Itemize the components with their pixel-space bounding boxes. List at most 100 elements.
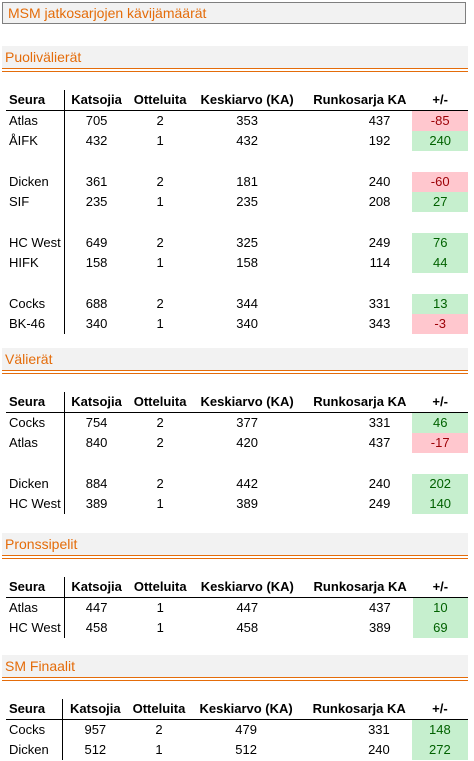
spacer-cell [192,273,303,294]
cell-viewers: 447 [63,597,129,618]
cell-viewers: 957 [62,719,128,740]
column-header: Runkosarja KA [302,90,413,111]
column-header: Katsojia [63,577,129,598]
cell-team: Cocks [9,415,46,430]
spacer-cell [192,151,303,172]
cell-games: 1 [155,742,163,757]
cell-team: HC West [9,235,61,250]
column-header: Otteluita [128,577,192,598]
cell-team: ÅIFK [9,133,38,148]
cell-avg: 377 [236,415,258,430]
cell-reg: 240 [368,174,391,189]
cell-diff: 76 [412,233,468,253]
section-underline [2,71,468,72]
cell-team: HC West [9,496,61,511]
cell-viewers: 840 [63,433,129,453]
section-table: Seura Katsojia Otteluita Keskiarvo (KA) Runk… [6,699,468,760]
cell-games: 1 [156,620,164,635]
table-row: Dicken 361 2 181 240 -60 [6,172,468,192]
cell-games: 1 [156,496,164,511]
table-row: Cocks 754 2 377 331 46 [6,412,468,433]
cell-diff: -85 [412,110,468,131]
column-header: Seura [6,90,65,111]
cell-diff: -60 [412,172,468,192]
cell-team: SIF [9,194,30,209]
spacer-cell [302,453,412,474]
table-row: Atlas 705 2 353 437 -85 [6,110,468,131]
cell-avg: 158 [236,255,258,270]
cell-viewers: 649 [63,233,129,253]
column-header: Keskiarvo (KA) [191,577,303,598]
cell-diff: 148 [411,719,468,740]
cell-reg: 249 [368,235,391,250]
column-header: Keskiarvo (KA) [191,90,303,111]
section-0: Puolivälierät Seura Katsojia Otteluita Keski… [2,46,468,334]
section-underline [2,370,468,371]
table-row: ÅIFK 432 1 432 192 240 [6,131,468,151]
cell-avg: 353 [236,113,258,128]
spacer-cell [412,212,468,233]
section-table: Seura Katsojia Otteluita Keskiarvo (KA) Runk… [6,90,468,334]
cell-avg: 432 [236,133,258,148]
spacer-cell [6,151,64,172]
cell-team: Dicken [9,476,49,491]
section-underline [2,680,468,681]
header-row: Seura Katsojia Otteluita Keskiarvo (KA) Runk… [6,577,468,598]
cell-team: Atlas [9,435,38,450]
cell-team: BK-46 [9,316,46,331]
table-row: Atlas 840 2 420 437 -17 [6,433,468,453]
spacer-cell [6,212,64,233]
cell-diff: 240 [412,131,468,151]
column-header: Seura [6,699,63,720]
cell-avg: 235 [236,194,258,209]
cell-games: 1 [156,255,164,270]
cell-viewers: 884 [63,474,129,494]
sheet-title-box: MSM jatkosarjojen kävijämäärät [2,2,466,24]
spacer-cell [128,453,191,474]
spacer-row [6,212,468,233]
spacer-cell [412,151,468,172]
cell-games: 1 [156,600,164,615]
cell-avg: 458 [236,620,259,635]
spacer-cell [63,453,129,474]
cell-reg: 249 [368,496,391,511]
cell-team: Cocks [9,296,46,311]
column-header: Otteluita [128,392,192,413]
cell-viewers: 458 [63,618,129,638]
cell-diff: 44 [412,253,468,273]
column-header: Seura [6,392,65,413]
spacer-cell [63,273,129,294]
cell-team: Dicken [9,174,49,189]
section-header: Välierät [2,348,468,370]
section-underline [2,555,468,556]
table-row: HC West 649 2 325 249 76 [6,233,468,253]
cell-reg: 240 [368,476,391,491]
column-header: +/- [411,699,468,720]
section-title: Välierät [5,351,53,367]
table-row: Dicken 884 2 442 240 202 [6,474,468,494]
cell-viewers: 688 [63,294,129,314]
cell-viewers: 432 [63,131,129,151]
cell-viewers: 361 [63,172,129,192]
column-header: +/- [412,90,468,111]
cell-games: 2 [156,235,164,250]
sheet-title: MSM jatkosarjojen kävijämäärät [8,5,207,21]
header-row: Seura Katsojia Otteluita Keskiarvo (KA) Runk… [6,90,468,111]
cell-reg: 437 [369,600,391,615]
cell-games: 1 [156,316,164,331]
column-header: Otteluita [128,90,192,111]
column-header: Keskiarvo (KA) [191,392,303,413]
table-row: HIFK 158 1 158 114 44 [6,253,468,273]
section-underline [2,677,468,678]
spacer-cell [63,212,129,233]
section-table: Seura Katsojia Otteluita Keskiarvo (KA) Runk… [6,392,468,514]
cell-viewers: 389 [63,494,129,514]
cell-reg: 343 [368,316,391,331]
cell-team: Atlas [9,113,38,128]
cell-reg: 240 [368,742,390,757]
table-row: HC West 458 1 458 389 69 [6,618,468,638]
column-header: Otteluita [127,699,191,720]
cell-games: 2 [156,476,164,491]
cell-diff: 10 [412,597,468,618]
cell-team: HIFK [9,255,39,270]
